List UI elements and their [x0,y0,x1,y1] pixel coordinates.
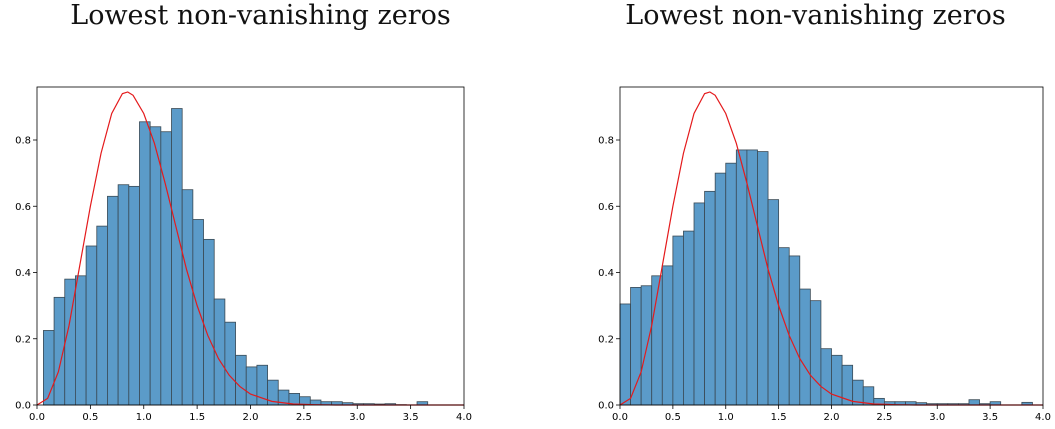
histogram-bar [235,354,247,406]
histogram-bar [203,238,215,406]
histogram-bar [735,149,748,406]
x-tick-label: 1.0 [136,412,152,423]
x-tick-label: 2.0 [824,412,840,423]
x-tick-label: 1.5 [771,412,787,423]
histogram-bar [757,151,769,406]
x-tick-label: 0.5 [82,412,98,423]
histogram-bar [661,265,674,406]
y-tick-label: 0.4 [15,268,31,279]
histogram-bar [704,190,716,406]
histogram-bar [778,247,790,406]
histogram-bar [224,321,236,406]
y-tick-label: 0.6 [15,202,31,213]
x-tick-label: 3.5 [982,412,998,423]
density-curve [619,91,1043,406]
histogram-bar [245,366,258,406]
histogram-bar [149,126,162,406]
x-tick-label: 3.0 [929,412,945,423]
chart-panel-right: Lowest non-vanishing zeros 0.0 0.5 1.0 1.5 2… [527,0,1054,429]
histogram-bar [809,300,822,406]
histogram-plot-right: 0.0 0.5 1.0 1.5 2.0 2.5 3.0 3.5 4.0 0.0 0.2 0.4 0.6 0… [598,86,1051,423]
histogram-bar [128,185,140,406]
histogram-bar [85,245,98,406]
y-tick-label: 0.0 [598,401,614,412]
histogram-bar [107,195,119,406]
chart-title: Lowest non-vanishing zeros [70,0,451,31]
x-tick-label: 0.5 [665,412,681,423]
histogram-bar [75,275,87,406]
x-tick-label: 1.5 [189,412,205,423]
x-tick-label: 2.0 [243,412,259,423]
histogram-bar [862,386,875,406]
histogram-bar [192,219,204,406]
histogram-bar [788,255,801,406]
x-tick-label: 2.5 [876,412,892,423]
x-tick-label: 3.5 [403,412,419,423]
histogram-bar [171,108,183,406]
bars [619,149,1033,406]
histogram-bar [43,330,55,406]
histogram-bar [968,399,980,406]
histogram-bar [640,285,653,406]
x-tick-label: 4.0 [1035,412,1051,423]
histogram-bar [139,121,151,406]
y-tick-label: 0.4 [598,268,614,279]
histogram-bar [181,189,194,406]
histogram-bar [767,199,780,406]
histogram-bar [683,230,695,406]
x-tick-label: 4.0 [456,412,472,423]
y-tick-label: 0.8 [598,136,614,147]
histogram-bar [820,348,832,406]
x-tick-label: 0.0 [29,412,45,423]
histogram-bar [799,288,811,406]
histogram-bar [630,287,642,406]
histogram-bar [693,202,706,406]
x-tick-label: 3.0 [349,412,365,423]
x-tick-label: 1.0 [718,412,734,423]
y-tick-label: 0.8 [15,136,31,147]
y-tick-label: 0.2 [15,334,31,345]
histogram-bar [96,225,108,406]
y-tick-label: 0.6 [598,202,614,213]
histogram-bar [714,172,727,406]
chart-title: Lowest non-vanishing zeros [625,0,1006,31]
histogram-bar [619,303,631,406]
x-tick-label: 2.5 [296,412,312,423]
x-tick-label: 0.0 [612,412,628,423]
chart-panel-left: Lowest non-vanishing zeros 0.0 0.5 1.0 1.5 2… [0,0,527,429]
histogram-bar [117,184,130,406]
density-curve [36,91,464,406]
histogram-bar [672,235,684,406]
histogram-plot-left: 0.0 0.5 1.0 1.5 2.0 2.5 3.0 3.5 4.0 0.0 0.2 0.4 0.6 0… [15,86,472,423]
y-tick-label: 0.0 [15,401,31,412]
histogram-bar [725,162,737,406]
y-tick-label: 0.2 [598,334,614,345]
